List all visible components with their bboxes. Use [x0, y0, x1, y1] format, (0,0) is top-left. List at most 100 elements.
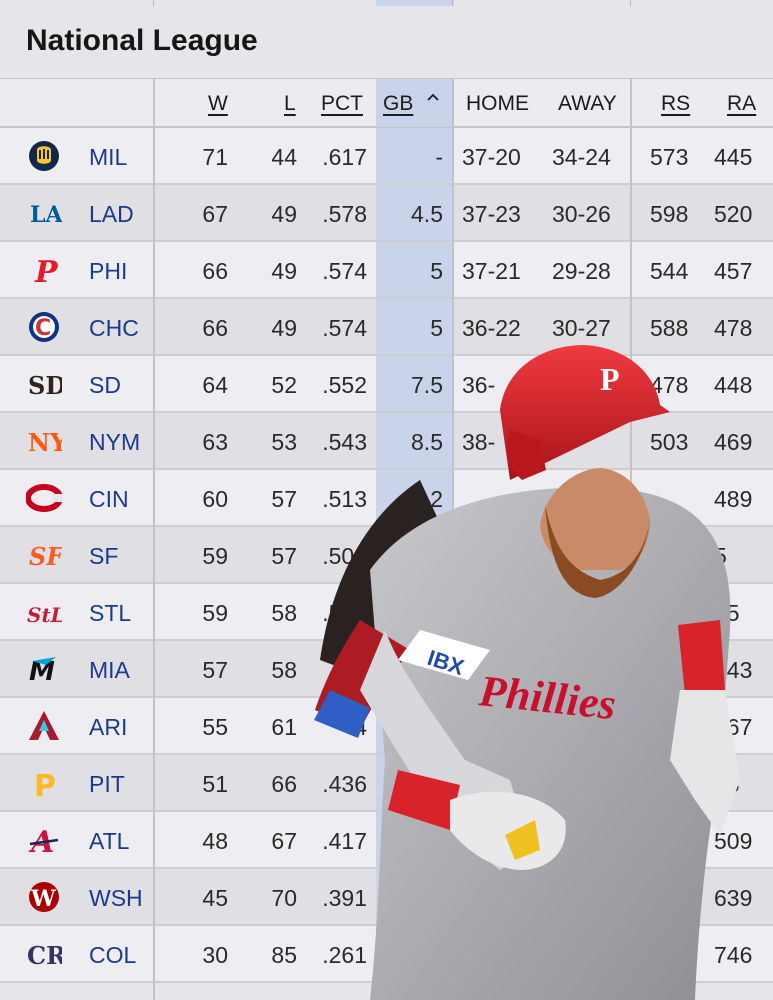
svg-text:P: P: [34, 769, 56, 801]
home-value: 38-: [462, 429, 496, 455]
phillies-p-icon: P: [26, 252, 62, 288]
home-value: 37-21: [462, 258, 521, 284]
w-value: 59: [202, 600, 228, 626]
home-value: 37-23: [462, 201, 521, 227]
svg-text:CR: CR: [27, 941, 62, 970]
away-value: 29-28: [552, 258, 611, 284]
w-value: 30: [202, 942, 228, 968]
table-row[interactable]: NY NYM 63 53 .543 8.5 38- 503 469: [0, 413, 773, 470]
gb-value: 5: [430, 258, 443, 284]
away-value: 30-26: [552, 201, 611, 227]
w-value: 66: [202, 315, 228, 341]
header-home: HOME: [466, 92, 529, 115]
w-value: 45: [202, 885, 228, 911]
team-link-col[interactable]: COL: [89, 942, 137, 968]
header-l[interactable]: L: [284, 92, 296, 115]
team-link-nym[interactable]: NYM: [89, 429, 141, 455]
ra-value: 445: [714, 144, 753, 170]
team-link-sf[interactable]: SF: [89, 543, 119, 569]
pct-value: .391: [322, 885, 367, 911]
pct-value: .417: [322, 828, 367, 854]
table-header: W L PCT GB HOME AWAY RS RA: [0, 78, 773, 128]
sort-ascending-icon[interactable]: [425, 88, 441, 112]
reds-c-icon: [26, 480, 62, 516]
w-value: 63: [202, 429, 228, 455]
pct-value: .574: [322, 315, 367, 341]
svg-text:C: C: [35, 316, 51, 341]
w-value: 59: [202, 543, 228, 569]
team-link-mil[interactable]: MIL: [89, 144, 128, 170]
table-row[interactable]: MIL 71 44 .617 -37-20 34-24 573 445: [0, 128, 773, 185]
team-link-pit[interactable]: PIT: [89, 771, 125, 797]
svg-text:SD: SD: [28, 371, 62, 400]
home-value: 36-22: [462, 315, 521, 341]
w-value: 51: [202, 771, 228, 797]
gb-value: 8.5: [411, 429, 443, 455]
rs-value: 503: [650, 429, 689, 455]
pct-value: .261: [322, 942, 367, 968]
header-gb[interactable]: GB: [383, 92, 414, 115]
team-link-phi[interactable]: PHI: [89, 258, 128, 284]
team-link-atl[interactable]: ATL: [89, 828, 130, 854]
w-value: 66: [202, 258, 228, 284]
svg-text:NY: NY: [28, 428, 62, 457]
header-pct[interactable]: PCT: [321, 92, 363, 115]
giants-sf-icon: SF: [26, 537, 62, 573]
helmet-logo-text: P: [600, 361, 620, 397]
gb-value: 4.5: [411, 201, 443, 227]
pct-value: .436: [322, 771, 367, 797]
page-title: National League: [26, 24, 258, 57]
ra-value: 457: [714, 258, 753, 284]
team-link-cin[interactable]: CIN: [89, 486, 129, 512]
team-link-sd[interactable]: SD: [89, 372, 121, 398]
dodgers-la-icon: LA: [26, 195, 62, 231]
team-link-ari[interactable]: ARI: [89, 714, 128, 740]
svg-text:LA: LA: [30, 202, 62, 228]
table-row[interactable]: LA LAD 67 49 .578 4.5 37-23 30-26 598 520: [0, 185, 773, 242]
ra-value: 448: [714, 372, 753, 398]
svg-text:P: P: [34, 255, 59, 288]
rs-value: 598: [650, 201, 689, 227]
l-value: 44: [271, 144, 297, 170]
svg-text:W: W: [30, 886, 56, 912]
marlins-m-icon: M: [26, 651, 62, 687]
padres-sd-icon: SD: [26, 366, 62, 402]
header-w[interactable]: W: [208, 92, 228, 115]
w-value: 48: [202, 828, 228, 854]
rockies-cr-icon: CR: [26, 936, 62, 972]
pct-value: .574: [322, 258, 367, 284]
header-away: AWAY: [558, 92, 617, 115]
braves-a-icon: A: [26, 822, 62, 858]
rs-value: 573: [650, 144, 689, 170]
mets-ny-icon: NY: [26, 423, 62, 459]
gb-value: 5: [430, 315, 443, 341]
diamondbacks-a-icon: [26, 708, 62, 744]
svg-text:SF: SF: [29, 542, 62, 571]
pct-value: .578: [322, 201, 367, 227]
table-row[interactable]: P PHI 66 49 .574 5 37-21 29-28 544 457: [0, 242, 773, 299]
ra-value: 639: [714, 885, 753, 911]
w-value: 71: [202, 144, 228, 170]
header-rs[interactable]: RS: [661, 92, 691, 115]
l-value: 66: [271, 771, 297, 797]
team-link-chc[interactable]: CHC: [89, 315, 139, 341]
team-link-wsh[interactable]: WSH: [89, 885, 143, 911]
l-value: 49: [271, 315, 297, 341]
ra-value: 489: [714, 486, 753, 512]
w-value: 67: [202, 201, 228, 227]
header-ra[interactable]: RA: [727, 92, 757, 115]
table-row[interactable]: C CHC 66 49 .574 5 36-22 30-27 588 478: [0, 299, 773, 356]
gb-value: 7.5: [411, 372, 443, 398]
pirates-p-icon: P: [26, 765, 62, 801]
l-value: 58: [271, 600, 297, 626]
team-link-lad[interactable]: LAD: [89, 201, 134, 227]
column-divider: [153, 78, 155, 1000]
l-value: 58: [271, 657, 297, 683]
away-value: 34-24: [552, 144, 611, 170]
team-link-stl[interactable]: STL: [89, 600, 132, 626]
player-photo-overlay: P Phillies IBX: [314, 345, 740, 1000]
ra-value: 469: [714, 429, 753, 455]
l-value: 57: [271, 543, 297, 569]
team-link-mia[interactable]: MIA: [89, 657, 130, 683]
home-value: 37-20: [462, 144, 521, 170]
